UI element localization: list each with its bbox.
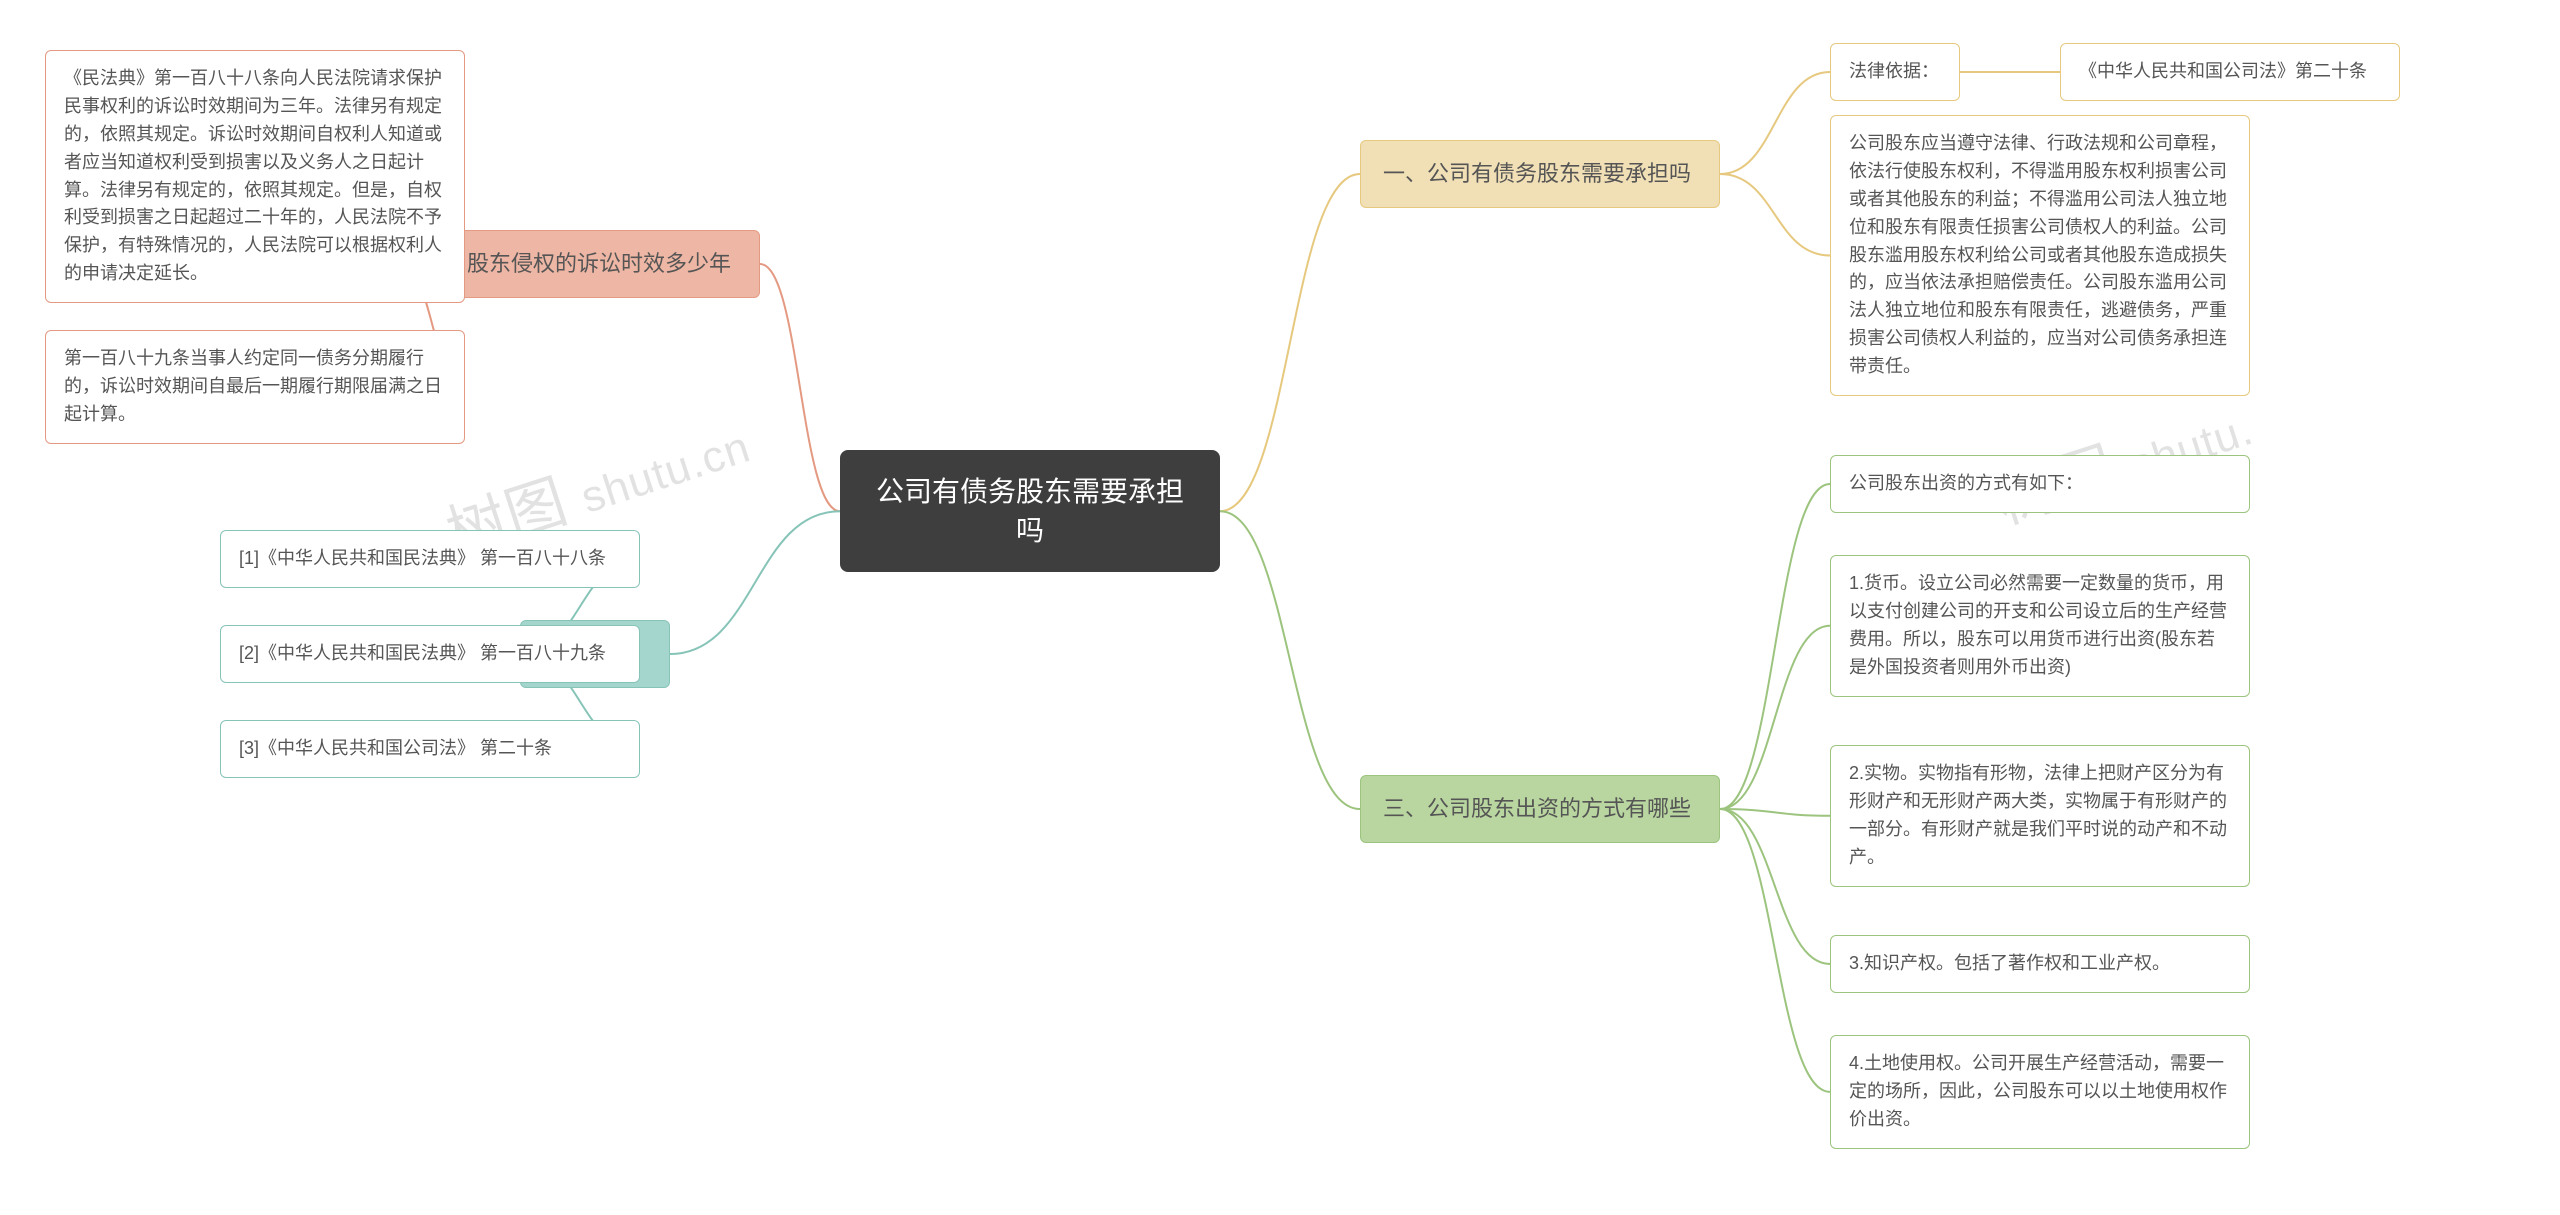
leaf-4a: [1]《中华人民共和国民法典》 第一百八十八条 bbox=[220, 530, 640, 588]
branch-3: 三、公司股东出资的方式有哪些 bbox=[1360, 775, 1720, 843]
leaf-3a: 公司股东出资的方式有如下： bbox=[1830, 455, 2250, 513]
leaf-1a2: 《中华人民共和国公司法》第二十条 bbox=[2060, 43, 2400, 101]
watermark-text: shutu.cn bbox=[575, 422, 756, 522]
leaf-4c: [3]《中华人民共和国公司法》 第二十条 bbox=[220, 720, 640, 778]
leaf-1b: 公司股东应当遵守法律、行政法规和公司章程，依法行使股东权利，不得滥用股东权利损害… bbox=[1830, 115, 2250, 396]
leaf-1a: 法律依据： bbox=[1830, 43, 1960, 101]
leaf-3d: 3.知识产权。包括了著作权和工业产权。 bbox=[1830, 935, 2250, 993]
leaf-2b: 第一百八十九条当事人约定同一债务分期履行的，诉讼时效期间自最后一期履行期限届满之… bbox=[45, 330, 465, 444]
leaf-3b: 1.货币。设立公司必然需要一定数量的货币，用以支付创建公司的开支和公司设立后的生… bbox=[1830, 555, 2250, 697]
leaf-2a: 《民法典》第一百八十八条向人民法院请求保护民事权利的诉讼时效期间为三年。法律另有… bbox=[45, 50, 465, 303]
leaf-3c: 2.实物。实物指有形物，法律上把财产区分为有形财产和无形财产两大类，实物属于有形… bbox=[1830, 745, 2250, 887]
branch-1: 一、公司有债务股东需要承担吗 bbox=[1360, 140, 1720, 208]
leaf-4b: [2]《中华人民共和国民法典》 第一百八十九条 bbox=[220, 625, 640, 683]
center-node: 公司有债务股东需要承担吗 bbox=[840, 450, 1220, 572]
leaf-3e: 4.土地使用权。公司开展生产经营活动，需要一定的场所，因此，公司股东可以以土地使… bbox=[1830, 1035, 2250, 1149]
